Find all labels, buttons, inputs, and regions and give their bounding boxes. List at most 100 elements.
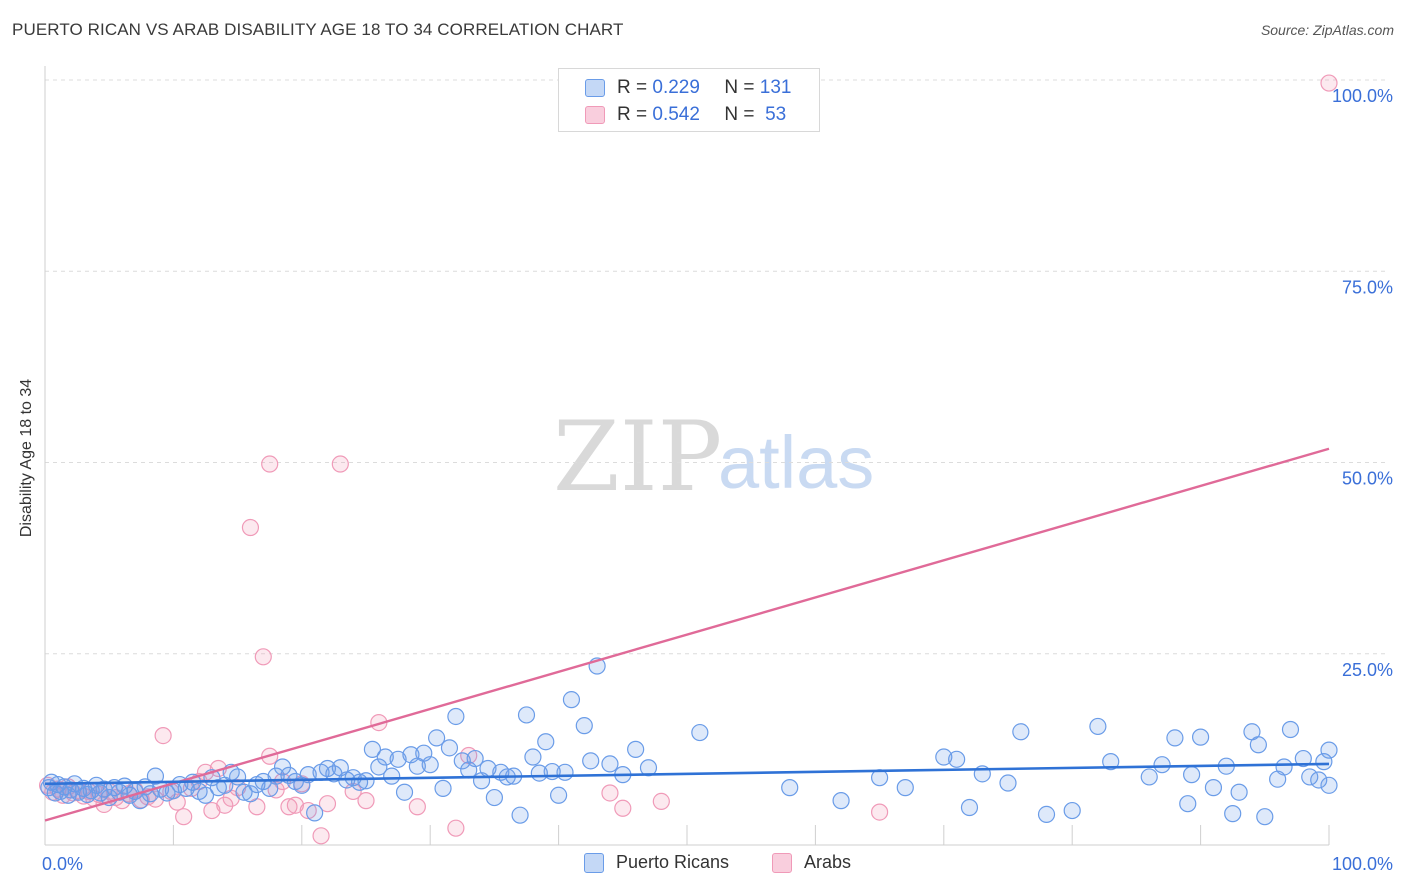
legend-label-arabs: Arabs bbox=[804, 852, 852, 872]
legend-r-label: R = bbox=[617, 104, 648, 125]
x-tick-label: 100.0% bbox=[1332, 854, 1393, 874]
legend-item-puerto-ricans: Puerto Ricans bbox=[584, 852, 729, 873]
data-point-puerto-ricans bbox=[1179, 795, 1197, 813]
data-point-puerto-ricans bbox=[1310, 771, 1328, 789]
data-point-puerto-ricans bbox=[511, 806, 529, 824]
data-point-puerto-ricans bbox=[582, 752, 600, 770]
legend-swatch-puerto-ricans bbox=[584, 852, 604, 873]
data-point-puerto-ricans bbox=[1281, 720, 1300, 739]
data-point-puerto-ricans bbox=[389, 750, 407, 768]
data-point-puerto-ricans bbox=[447, 707, 465, 726]
data-point-arabs bbox=[175, 808, 193, 826]
data-point-puerto-ricans bbox=[306, 804, 324, 822]
data-point-puerto-ricans bbox=[485, 788, 503, 807]
data-point-puerto-ricans bbox=[146, 767, 165, 785]
data-point-puerto-ricans bbox=[1191, 728, 1210, 746]
data-point-puerto-ricans bbox=[1012, 723, 1030, 741]
data-point-arabs bbox=[652, 792, 670, 810]
data-point-puerto-ricans bbox=[370, 758, 388, 776]
data-point-arabs bbox=[254, 648, 272, 666]
data-point-puerto-ricans bbox=[235, 783, 253, 801]
data-point-puerto-ricans bbox=[421, 756, 439, 774]
data-point-puerto-ricans bbox=[601, 755, 619, 773]
data-point-puerto-ricans bbox=[428, 729, 446, 747]
legend-n-label: N = bbox=[724, 104, 755, 125]
data-point-puerto-ricans bbox=[1063, 801, 1081, 820]
data-point-puerto-ricans bbox=[1183, 766, 1201, 784]
correlation-legend: R = 0.229 N = 131 R = 0.542 N = 53 bbox=[558, 68, 820, 132]
legend-n-label: N = bbox=[724, 77, 755, 98]
data-point-puerto-ricans bbox=[562, 691, 581, 709]
y-tick-label: 25.0% bbox=[1342, 660, 1393, 680]
tick-labels: 100.0% 75.0% 50.0% 25.0% 0.0% 100.0% bbox=[42, 86, 1393, 874]
data-point-arabs bbox=[408, 798, 426, 816]
data-point-puerto-ricans bbox=[241, 785, 260, 803]
data-point-puerto-ricans bbox=[1166, 729, 1184, 747]
data-point-puerto-ricans bbox=[1249, 736, 1267, 754]
data-point-puerto-ricans bbox=[896, 779, 914, 797]
data-point-puerto-ricans bbox=[781, 779, 799, 797]
data-point-puerto-ricans bbox=[440, 739, 459, 757]
data-point-puerto-ricans bbox=[1230, 783, 1248, 801]
data-point-puerto-ricans bbox=[395, 783, 414, 801]
data-point-arabs bbox=[216, 796, 234, 814]
data-point-puerto-ricans bbox=[1037, 805, 1056, 824]
data-point-puerto-ricans bbox=[1089, 717, 1107, 736]
data-point-puerto-ricans bbox=[293, 776, 311, 794]
data-point-puerto-ricans bbox=[196, 786, 215, 804]
data-point-arabs bbox=[1320, 74, 1338, 92]
data-point-puerto-ricans bbox=[524, 748, 542, 766]
data-point-puerto-ricans bbox=[575, 717, 593, 735]
data-point-arabs bbox=[312, 827, 330, 845]
data-point-puerto-ricans bbox=[627, 740, 645, 758]
x-tick-label: 0.0% bbox=[42, 854, 83, 874]
data-point-puerto-ricans bbox=[1320, 741, 1338, 759]
trend-lines bbox=[44, 447, 1330, 822]
watermark-zip: ZIP bbox=[553, 401, 722, 513]
data-point-puerto-ricans bbox=[453, 752, 471, 770]
data-point-puerto-ricans bbox=[357, 772, 375, 790]
series-arabs bbox=[38, 74, 1338, 845]
data-point-arabs bbox=[447, 819, 465, 837]
data-point-puerto-ricans bbox=[1102, 753, 1120, 771]
data-point-puerto-ricans bbox=[1204, 779, 1223, 797]
legend-swatch-arabs bbox=[772, 852, 792, 873]
data-point-puerto-ricans bbox=[556, 763, 574, 781]
trend-line-puerto-ricans bbox=[44, 762, 1330, 786]
watermark: ZIP atlas bbox=[553, 401, 874, 513]
legend-row-arabs: R = 0.542 N = 53 bbox=[585, 104, 786, 126]
data-point-puerto-ricans bbox=[1294, 749, 1312, 768]
data-point-arabs bbox=[331, 455, 349, 473]
data-point-puerto-ricans bbox=[999, 774, 1017, 792]
legend-r-value: 0.229 bbox=[652, 77, 700, 98]
series-puerto-ricans bbox=[40, 657, 1338, 826]
data-point-puerto-ricans bbox=[363, 740, 382, 758]
data-point-puerto-ricans bbox=[466, 749, 484, 768]
data-point-arabs bbox=[601, 784, 619, 802]
data-point-puerto-ricans bbox=[960, 798, 979, 817]
data-point-puerto-ricans bbox=[1256, 808, 1274, 826]
legend-item-arabs: Arabs bbox=[772, 852, 851, 873]
data-point-puerto-ricans bbox=[1140, 768, 1158, 786]
data-point-puerto-ricans bbox=[948, 750, 966, 768]
legend-swatch-puerto-ricans bbox=[585, 79, 605, 97]
data-point-puerto-ricans bbox=[383, 767, 401, 785]
y-tick-label: 100.0% bbox=[1332, 86, 1393, 106]
data-point-puerto-ricans bbox=[1320, 776, 1338, 794]
data-point-puerto-ricans bbox=[1301, 768, 1319, 786]
data-point-puerto-ricans bbox=[517, 706, 536, 724]
source-credit: Source: ZipAtlas.com bbox=[1260, 22, 1394, 38]
data-point-puerto-ricans bbox=[1224, 805, 1242, 823]
legend-n-value: 131 bbox=[759, 77, 792, 98]
legend-row-puerto-ricans: R = 0.229 N = 131 bbox=[585, 77, 791, 99]
data-point-puerto-ricans bbox=[935, 748, 953, 766]
data-point-arabs bbox=[357, 792, 375, 810]
legend-r-value: 0.542 bbox=[652, 104, 700, 125]
legend-swatch-arabs bbox=[585, 106, 605, 124]
data-point-puerto-ricans bbox=[832, 792, 850, 810]
data-point-puerto-ricans bbox=[434, 779, 452, 797]
chart-title: PUERTO RICAN VS ARAB DISABILITY AGE 18 T… bbox=[12, 20, 624, 39]
data-point-arabs bbox=[261, 455, 279, 473]
grid bbox=[45, 79, 1389, 655]
data-point-arabs bbox=[280, 798, 298, 816]
